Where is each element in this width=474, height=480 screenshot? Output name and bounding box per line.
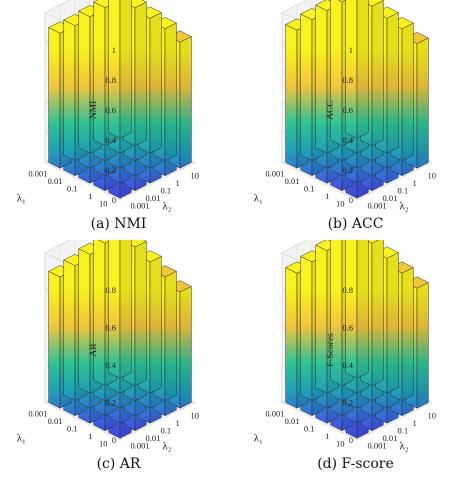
y-tick-label: 10 <box>191 410 200 420</box>
x-tick-label: 0.1 <box>67 423 78 433</box>
bars <box>285 0 429 199</box>
z-tick-label: 0.2 <box>342 398 353 408</box>
x-tick-label: 10 <box>99 438 108 448</box>
panel-acc: 0 0.2 0.4 0.6 0.8 1 ACC 0.001 0.01 0.1 1 10 0.001 0.0… <box>237 0 474 240</box>
x-tick-label: 0.1 <box>304 183 315 193</box>
z-axis-label: ACC <box>326 100 336 120</box>
y-tick-label: 10 <box>191 170 200 180</box>
z-tick-label: 0.6 <box>105 105 116 115</box>
z-tick-label: 0.4 <box>342 360 353 370</box>
z-tick-label: 0 <box>112 435 116 445</box>
z-tick-label: 0 <box>349 195 353 205</box>
z-tick-label: 0.8 <box>342 285 353 295</box>
z-tick-label: 0.6 <box>105 323 116 333</box>
caption-acc: (b) ACC <box>327 216 384 232</box>
x-axis-label: λ₁ <box>254 193 263 205</box>
panel-ar: 0 0.2 0.4 0.6 0.8 AR 0.001 0.01 0.1 1 10 0.001 0.01 0… <box>0 240 237 480</box>
x-tick-label: 0.1 <box>304 423 315 433</box>
z-tick-label: 0.4 <box>105 135 116 145</box>
z-tick-label: 0.8 <box>342 75 353 85</box>
bars <box>48 240 192 439</box>
y-tick-label: 0.01 <box>383 433 398 443</box>
panel-nmi: 0 0.2 0.4 0.6 0.8 1 NMI 0.001 0.01 0.1 1 10 0.001 0.0… <box>0 0 237 240</box>
y-tick-label: 0.1 <box>398 185 409 195</box>
y-tick-label: 0.1 <box>398 425 409 435</box>
x-tick-label: 1 <box>88 191 92 201</box>
x-tick-label: 0.001 <box>265 408 284 418</box>
x-tick-label: 0.001 <box>28 408 47 418</box>
x-tick-label: 0.01 <box>48 176 63 186</box>
x-axis-label: λ₁ <box>17 193 26 205</box>
bar-fscore-0-4 <box>345 240 369 379</box>
z-tick-label: 0.4 <box>105 360 116 370</box>
x-tick-label: 0.001 <box>28 168 47 178</box>
x-tick-label: 0.01 <box>285 176 300 186</box>
x-tick-label: 10 <box>336 198 345 208</box>
z-axis-label: F-Scores <box>326 333 336 367</box>
z-tick-label: 0.4 <box>342 135 353 145</box>
y-tick-label: 0.01 <box>383 193 398 203</box>
y-tick-label: 0.001 <box>131 440 150 450</box>
bars <box>285 240 429 439</box>
z-tick-label: 0 <box>349 435 353 445</box>
z-axis-label: NMI <box>89 101 99 119</box>
y-axis-label: λ₂ <box>162 441 171 453</box>
x-tick-label: 0.01 <box>48 416 63 426</box>
y-tick-label: 0.1 <box>161 425 172 435</box>
z-tick-label: 0.6 <box>342 105 353 115</box>
y-tick-label: 1 <box>176 178 180 188</box>
y-tick-label: 0.01 <box>146 433 161 443</box>
z-tick-label: 0.2 <box>342 165 353 175</box>
x-tick-label: 0.001 <box>265 168 284 178</box>
x-tick-label: 10 <box>336 438 345 448</box>
bar-ar-0-4 <box>108 240 132 379</box>
z-tick-label: 0.2 <box>105 165 116 175</box>
x-tick-label: 1 <box>88 431 92 441</box>
caption-ar: (c) AR <box>96 456 141 472</box>
y-tick-label: 10 <box>428 170 437 180</box>
z-tick-label: 1 <box>112 45 116 55</box>
y-tick-label: 1 <box>176 418 180 428</box>
x-tick-label: 0.01 <box>285 416 300 426</box>
y-axis-label: λ₂ <box>399 201 408 213</box>
bars <box>48 0 192 199</box>
z-tick-label: 0.8 <box>105 285 116 295</box>
x-tick-label: 0.1 <box>67 183 78 193</box>
y-tick-label: 1 <box>413 418 417 428</box>
z-axis-label: AR <box>89 343 99 357</box>
y-axis-label: λ₂ <box>162 201 171 213</box>
caption-nmi: (a) NMI <box>90 216 147 232</box>
x-axis-label: λ₁ <box>254 433 263 445</box>
y-tick-label: 0.001 <box>368 440 387 450</box>
panel-fscore: 0 0.2 0.4 0.6 0.8 F-Scores 0.001 0.01 0.1 1 10 0.00… <box>237 240 474 480</box>
bar-ar-4-4 <box>168 280 192 409</box>
x-tick-label: 1 <box>325 431 329 441</box>
y-tick-label: 0.001 <box>131 200 150 210</box>
x-axis-label: λ₁ <box>17 433 26 445</box>
y-tick-label: 1 <box>413 178 417 188</box>
y-tick-label: 10 <box>428 410 437 420</box>
x-tick-label: 1 <box>325 191 329 201</box>
x-tick-label: 10 <box>99 198 108 208</box>
z-tick-label: 0 <box>112 195 116 205</box>
y-tick-label: 0.001 <box>368 200 387 210</box>
y-tick-label: 0.1 <box>161 185 172 195</box>
bar-nmi-0-4 <box>108 0 132 139</box>
caption-fscore: (d) F-score <box>317 456 394 472</box>
z-tick-label: 0.2 <box>105 398 116 408</box>
z-tick-label: 0.6 <box>342 323 353 333</box>
y-axis-label: λ₂ <box>399 441 408 453</box>
z-tick-label: 1 <box>349 45 353 55</box>
z-tick-label: 0.8 <box>105 75 116 85</box>
y-tick-label: 0.01 <box>146 193 161 203</box>
bar-acc-0-4 <box>345 0 369 139</box>
